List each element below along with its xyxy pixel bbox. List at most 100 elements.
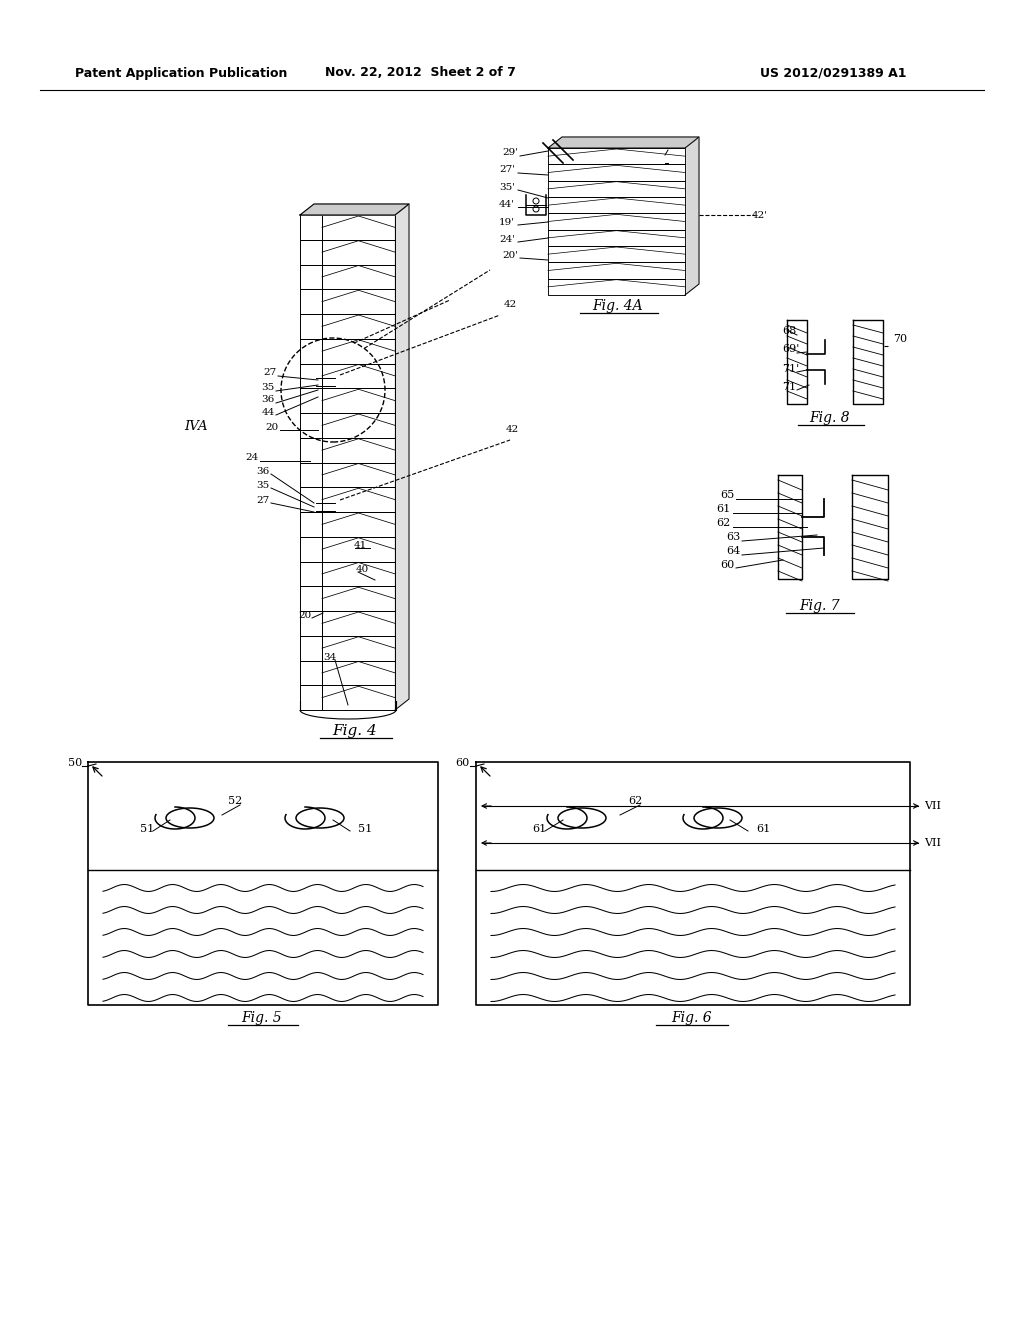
Text: US 2012/0291389 A1: US 2012/0291389 A1 xyxy=(760,66,906,79)
Text: 40: 40 xyxy=(355,565,369,574)
Text: 36: 36 xyxy=(256,467,269,477)
Polygon shape xyxy=(548,197,685,214)
Text: 61: 61 xyxy=(716,504,730,513)
Text: 24: 24 xyxy=(246,453,259,462)
Polygon shape xyxy=(300,611,322,636)
Text: 29': 29' xyxy=(502,148,518,157)
Text: 61: 61 xyxy=(756,824,770,834)
Polygon shape xyxy=(322,388,395,413)
Polygon shape xyxy=(322,685,395,710)
Polygon shape xyxy=(322,636,395,660)
Text: 51: 51 xyxy=(358,824,373,834)
Text: 40': 40' xyxy=(652,154,668,164)
Text: 71': 71' xyxy=(782,364,800,374)
Polygon shape xyxy=(322,438,395,462)
Text: 20: 20 xyxy=(265,422,279,432)
Polygon shape xyxy=(88,762,438,1005)
Polygon shape xyxy=(300,314,322,339)
Text: Nov. 22, 2012  Sheet 2 of 7: Nov. 22, 2012 Sheet 2 of 7 xyxy=(325,66,515,79)
Polygon shape xyxy=(300,487,322,512)
Text: VII: VII xyxy=(924,838,941,847)
Text: 62: 62 xyxy=(716,517,730,528)
Polygon shape xyxy=(778,475,802,579)
Text: VII: VII xyxy=(924,801,941,810)
Text: IVA: IVA xyxy=(184,420,208,433)
Polygon shape xyxy=(300,462,322,487)
Polygon shape xyxy=(300,438,322,462)
Polygon shape xyxy=(322,561,395,586)
Text: 44: 44 xyxy=(261,408,274,417)
Polygon shape xyxy=(300,512,322,537)
Polygon shape xyxy=(853,319,883,404)
Polygon shape xyxy=(395,205,409,710)
Polygon shape xyxy=(300,537,322,561)
Polygon shape xyxy=(300,388,322,413)
Polygon shape xyxy=(548,279,685,294)
Text: 65: 65 xyxy=(720,490,734,500)
Text: Fig. 5: Fig. 5 xyxy=(242,1011,283,1026)
Text: 63: 63 xyxy=(726,532,740,543)
Polygon shape xyxy=(300,413,322,438)
Text: 70: 70 xyxy=(893,334,907,345)
Text: 35': 35' xyxy=(499,183,515,191)
Polygon shape xyxy=(300,660,322,685)
Text: Fig. 4A: Fig. 4A xyxy=(593,300,643,313)
Text: Patent Application Publication: Patent Application Publication xyxy=(75,66,288,79)
Text: 27: 27 xyxy=(263,368,276,378)
Polygon shape xyxy=(548,246,685,263)
Text: 42: 42 xyxy=(504,300,517,309)
Text: 60: 60 xyxy=(720,560,734,570)
Polygon shape xyxy=(300,240,322,264)
Text: 20': 20' xyxy=(502,251,518,260)
Text: 35: 35 xyxy=(256,480,269,490)
Polygon shape xyxy=(787,319,807,404)
Text: 20: 20 xyxy=(298,611,311,620)
Polygon shape xyxy=(300,636,322,660)
Polygon shape xyxy=(322,660,395,685)
Text: 52: 52 xyxy=(228,796,243,807)
Polygon shape xyxy=(322,462,395,487)
Text: 60: 60 xyxy=(456,758,470,768)
Polygon shape xyxy=(548,214,685,230)
Text: 19': 19' xyxy=(499,218,515,227)
Text: 71: 71 xyxy=(782,381,796,392)
Polygon shape xyxy=(322,413,395,438)
Text: Fig. 8: Fig. 8 xyxy=(810,411,850,425)
Polygon shape xyxy=(852,475,888,579)
Polygon shape xyxy=(548,148,685,164)
Text: 27': 27' xyxy=(499,165,515,174)
Text: 50: 50 xyxy=(68,758,82,768)
Polygon shape xyxy=(322,363,395,388)
Text: Fig. 7: Fig. 7 xyxy=(800,599,841,612)
Polygon shape xyxy=(300,586,322,611)
Polygon shape xyxy=(300,215,322,240)
Polygon shape xyxy=(476,762,910,1005)
Polygon shape xyxy=(322,264,395,289)
Text: 41': 41' xyxy=(650,141,666,150)
Polygon shape xyxy=(300,363,322,388)
Polygon shape xyxy=(322,215,395,240)
Polygon shape xyxy=(300,289,322,314)
Polygon shape xyxy=(322,339,395,363)
Polygon shape xyxy=(548,164,685,181)
Text: 69': 69' xyxy=(782,345,800,354)
Text: 64: 64 xyxy=(726,546,740,556)
Polygon shape xyxy=(322,289,395,314)
Text: 36: 36 xyxy=(261,395,274,404)
Text: 27: 27 xyxy=(256,496,269,506)
Polygon shape xyxy=(685,137,699,294)
Polygon shape xyxy=(322,512,395,537)
Text: 62: 62 xyxy=(628,796,642,807)
Polygon shape xyxy=(300,561,322,586)
Text: 51: 51 xyxy=(140,824,155,834)
Text: 24': 24' xyxy=(499,235,515,244)
Polygon shape xyxy=(548,181,685,197)
Polygon shape xyxy=(322,240,395,264)
Text: 68: 68 xyxy=(782,326,797,337)
Text: 42: 42 xyxy=(506,425,518,434)
Polygon shape xyxy=(300,205,409,215)
Text: 34: 34 xyxy=(324,653,337,663)
Polygon shape xyxy=(322,487,395,512)
Text: 41: 41 xyxy=(353,541,367,550)
Polygon shape xyxy=(322,314,395,339)
